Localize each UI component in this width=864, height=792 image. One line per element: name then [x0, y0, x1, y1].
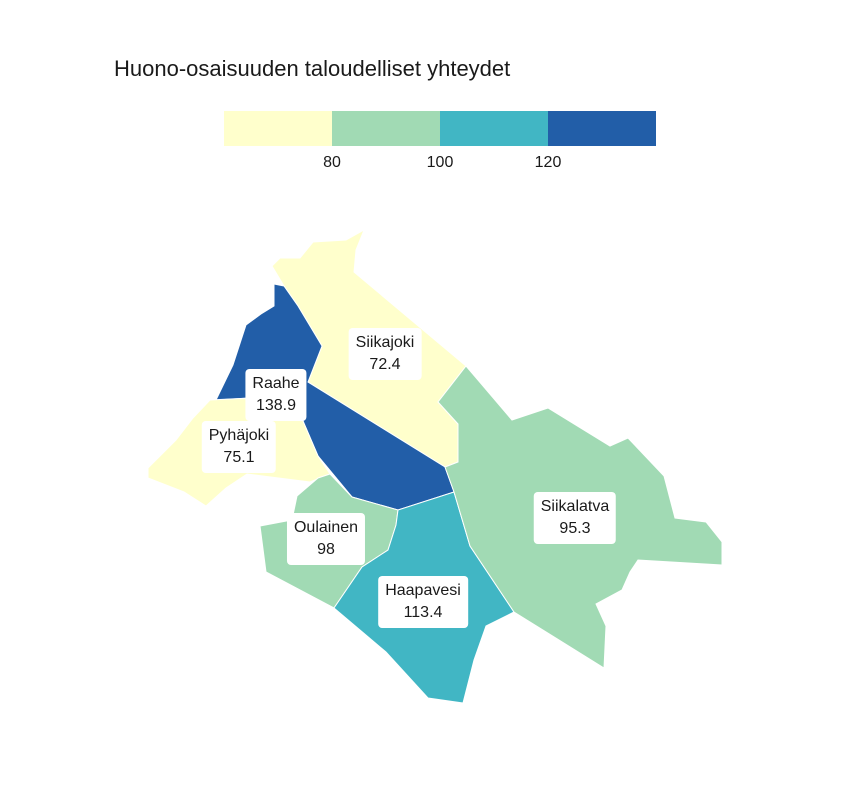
label-siikalatva-name: Siikalatva: [540, 498, 610, 515]
label-haapavesi-value: 113.4: [403, 604, 443, 621]
legend-tick-120: 120: [534, 154, 562, 171]
label-haapavesi: Haapavesi 113.4: [378, 576, 468, 628]
legend-tick-80: 80: [323, 154, 341, 171]
label-oulainen-value: 98: [317, 541, 335, 558]
label-siikalatva-value: 95.3: [559, 520, 591, 537]
label-siikajoki-name: Siikajoki: [355, 334, 415, 351]
label-pyhajoki: Pyhäjoki 75.1: [201, 421, 277, 473]
label-siikajoki-value: 72.4: [369, 356, 401, 373]
label-raahe: Raahe 138.9: [245, 369, 307, 421]
label-siikajoki: Siikajoki 72.4: [348, 328, 422, 380]
label-haapavesi-name: Haapavesi: [385, 582, 461, 599]
label-oulainen: Oulainen 98: [286, 513, 366, 565]
color-legend: [224, 111, 656, 146]
label-raahe-value: 138.9: [255, 397, 297, 414]
legend-tick-100: 100: [426, 154, 454, 171]
legend-swatch-4: [548, 111, 656, 146]
label-oulainen-name: Oulainen: [293, 519, 359, 536]
label-pyhajoki-name: Pyhäjoki: [208, 427, 270, 444]
legend-swatch-3: [440, 111, 548, 146]
map-title: Huono-osaisuuden taloudelliset yhteydet: [114, 56, 511, 81]
label-raahe-name: Raahe: [252, 375, 300, 392]
legend-swatch-2: [332, 111, 440, 146]
legend-swatch-1: [224, 111, 332, 146]
label-siikalatva: Siikalatva 95.3: [533, 492, 617, 544]
label-pyhajoki-value: 75.1: [223, 449, 255, 466]
